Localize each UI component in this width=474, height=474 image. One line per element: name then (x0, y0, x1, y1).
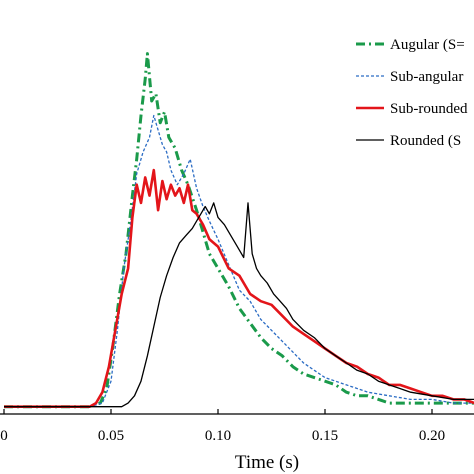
x-ticks: 0 0.05 0.10 0.15 0.20 (0, 409, 445, 444)
x-axis-title: Time (s) (235, 452, 299, 473)
x-tick-label: 0 (0, 428, 8, 444)
x-tick-label: 0.05 (98, 428, 124, 444)
x-tick-label: 0.20 (419, 428, 445, 444)
series-line-1 (4, 52, 474, 409)
legend-label-2: Sub-angular (390, 69, 463, 85)
legend-label-1: Augular (S= (390, 37, 465, 53)
x-tick-label: 0.15 (312, 428, 338, 444)
series-line-4 (4, 202, 474, 408)
legend-label-4: Rounded (S (390, 133, 461, 149)
legend-label-3: Sub-rounded (390, 101, 468, 117)
series-line-3 (4, 168, 474, 409)
series-group (4, 52, 474, 409)
series-line-2 (4, 114, 474, 408)
legend: Augular (S= Sub-angular Sub-rounded Rounded… (356, 37, 468, 149)
plot-area: 0 0.05 0.10 0.15 0.20 (0, 52, 474, 444)
x-tick-label: 0.10 (205, 428, 231, 444)
